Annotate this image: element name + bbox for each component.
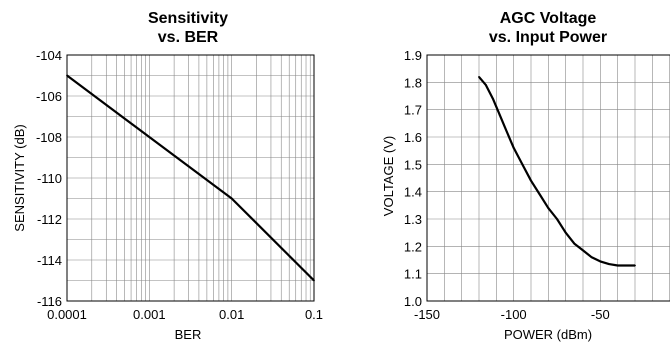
sensitivity-plot-frame [66,54,315,302]
data-point [530,179,532,182]
agc-tick-labels: -150-100-5001.91.81.71.61.51.41.31.21.11… [404,48,610,322]
y-tick-label: -108 [36,130,62,145]
y-tick-label: -106 [36,89,62,104]
x-tick-label: 0.001 [133,307,166,322]
data-point [521,163,524,166]
sensitivity-x-axis-label: BER [175,327,202,342]
data-point [634,264,636,267]
data-point [590,256,593,259]
sensitivity-title: Sensitivity [148,10,228,27]
data-point [230,197,233,200]
agc-chart: AGC Voltage vs. Input Power -150-100-500… [381,10,670,342]
x-tick-label: 0.01 [219,307,244,322]
data-point [313,279,315,282]
agc-plot-frame [426,54,670,302]
data-point [485,84,487,86]
data-point [599,260,602,263]
sensitivity-grid [66,55,314,301]
y-tick-label: 1.5 [404,157,422,172]
series-line [66,74,315,282]
y-tick-label: -104 [36,48,62,63]
agc-x-axis-label: POWER (dBm) [504,327,592,342]
sensitivity-series [66,74,315,282]
data-point [505,130,508,133]
data-point [625,264,628,267]
y-tick-label: 1.7 [404,103,422,118]
agc-series [478,75,636,267]
y-tick-label: 1.8 [404,75,422,90]
x-tick-label: -50 [591,307,610,322]
agc-subtitle: vs. Input Power [489,29,607,46]
data-point [582,249,584,252]
data-point [66,74,68,77]
y-tick-label: -112 [37,212,62,227]
y-tick-label: -116 [37,294,62,309]
y-tick-label: -110 [37,171,62,186]
y-tick-label: 1.4 [404,185,422,200]
data-point [538,193,541,196]
x-tick-label: -100 [501,307,527,322]
series-line [478,76,635,267]
y-tick-label: 1.3 [404,212,422,227]
data-point [608,263,610,265]
y-tick-label: 1.0 [404,294,422,309]
data-point [573,242,576,245]
sensitivity-subtitle: vs. BER [158,29,219,46]
data-point [564,231,567,234]
y-tick-label: -114 [37,253,62,268]
data-point [148,136,151,138]
y-tick-label: 1.1 [404,267,422,282]
data-point [616,264,619,267]
sensitivity-tick-labels: 0.0001 0.001 0.01 0.1 -104 -106 -108 -110 -112 -1… [36,48,323,322]
sensitivity-y-axis-label: SENSITIVITY (dB) [12,124,27,231]
data-point [556,218,558,220]
data-point [547,207,550,209]
x-tick-label: -150 [414,307,440,322]
y-tick-label: 1.6 [404,130,422,145]
agc-title: AGC Voltage [500,10,597,27]
data-point [498,114,501,117]
data-point [491,97,494,100]
data-point [512,147,515,149]
y-tick-label: 1.2 [404,239,422,254]
agc-y-axis-label: VOLTAGE (V) [381,136,396,216]
sensitivity-chart: Sensitivity vs. BER 0.0001 0.001 0.01 0.1 -1… [12,10,323,342]
y-tick-label: 1.9 [404,48,422,63]
x-tick-label: 0.0001 [47,307,87,322]
x-tick-label: 0.1 [305,307,323,322]
data-point [478,75,480,78]
agc-grid [427,55,670,301]
